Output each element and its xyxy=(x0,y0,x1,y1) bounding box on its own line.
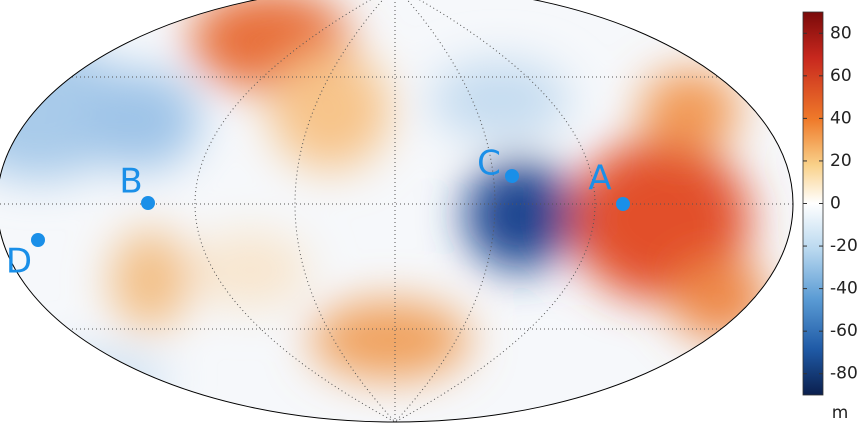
colorbar-tick-label: -20 xyxy=(830,236,858,256)
colorbar-tick-label: 20 xyxy=(830,151,852,171)
site-label: D xyxy=(6,242,32,282)
colorbar-tick-label: 60 xyxy=(830,66,852,86)
site-marker xyxy=(31,233,45,247)
colorbar-unit: m xyxy=(832,403,849,423)
site-marker xyxy=(141,196,155,210)
colorbar-tick-label: -80 xyxy=(830,364,858,384)
colorbar-tick-label: 40 xyxy=(830,108,852,128)
colorbar-tick-label: -40 xyxy=(830,279,858,299)
site-marker xyxy=(616,197,630,211)
colorbar-tick-label: 0 xyxy=(830,194,841,214)
colorbar-tick-label: 80 xyxy=(830,23,852,43)
site-label: C xyxy=(477,144,501,184)
colorbar-tick-label: -60 xyxy=(830,321,858,341)
site-label: B xyxy=(119,162,142,202)
site-marker xyxy=(505,169,519,183)
site-label: A xyxy=(588,159,611,199)
